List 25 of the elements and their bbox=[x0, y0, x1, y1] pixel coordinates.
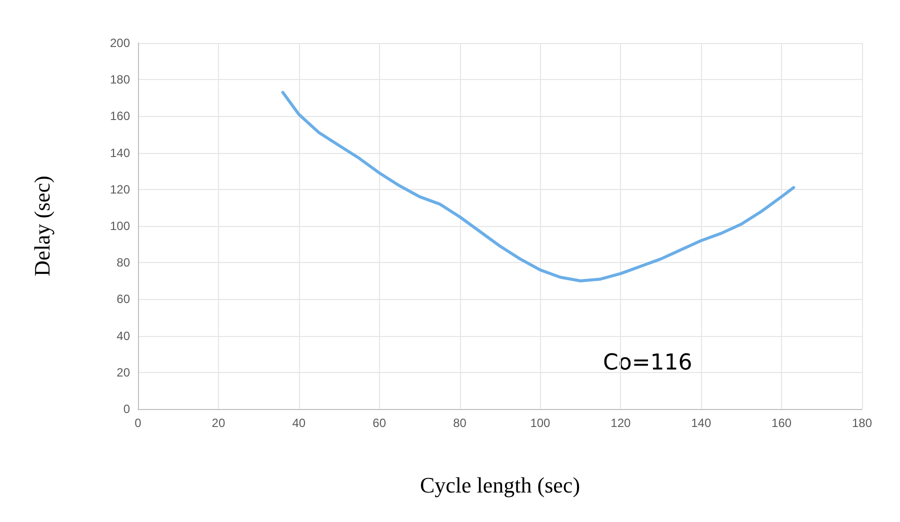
y-tick-label: 200 bbox=[110, 36, 130, 50]
x-tick-label: 100 bbox=[530, 416, 551, 430]
line-series bbox=[281, 90, 796, 282]
y-axis-title: Delay (sec) bbox=[30, 176, 54, 276]
y-tick-label: 100 bbox=[110, 219, 130, 233]
annotation: Co=116 bbox=[603, 350, 692, 376]
y-tick-label: 0 bbox=[123, 402, 130, 416]
y-tick-label: 80 bbox=[116, 256, 130, 270]
x-tick-label: 120 bbox=[610, 416, 631, 430]
y-tick-label: 140 bbox=[110, 146, 130, 160]
y-tick-label: 160 bbox=[110, 109, 130, 124]
x-tick-label: 0 bbox=[134, 416, 142, 430]
x-tick-label: 80 bbox=[453, 416, 467, 430]
x-tick-label: 40 bbox=[292, 416, 306, 430]
x-tick-label: 140 bbox=[691, 416, 712, 430]
y-tick-label: 180 bbox=[110, 72, 130, 87]
y-tick-label: 120 bbox=[110, 182, 130, 196]
x-axis-title: Cycle length (sec) bbox=[420, 472, 580, 498]
x-tick-label: 60 bbox=[372, 416, 386, 430]
y-tick-label: 40 bbox=[116, 328, 130, 343]
x-tick-label: 160 bbox=[772, 416, 792, 430]
y-tick-label: 20 bbox=[116, 365, 130, 380]
x-tick-label: 180 bbox=[852, 416, 872, 430]
x-tick-label: 20 bbox=[212, 416, 226, 430]
y-tick-label: 60 bbox=[116, 292, 130, 306]
